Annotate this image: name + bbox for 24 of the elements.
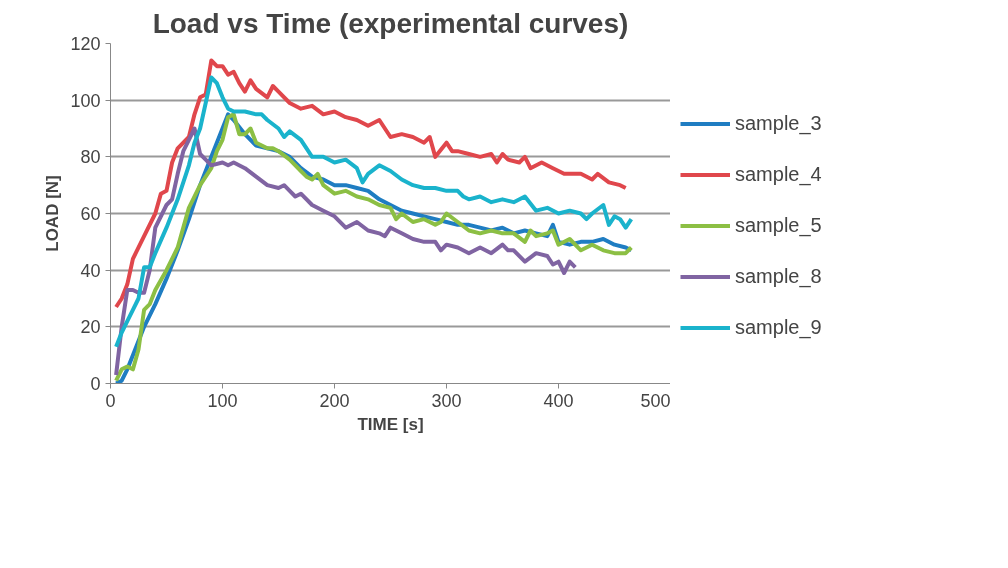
x-tick-label: 500 <box>640 390 671 411</box>
x-tick-label: 400 <box>543 390 574 411</box>
chart-title: Load vs Time (experimental curves) <box>152 7 629 39</box>
legend-label: sample_4 <box>735 162 822 186</box>
x-axis-title: TIME [s] <box>357 414 424 434</box>
x-tick-label: 0 <box>105 390 116 411</box>
legend-label: sample_9 <box>735 315 822 339</box>
y-tick-label: 40 <box>80 260 101 281</box>
x-tick-label: 100 <box>207 390 238 411</box>
line-series <box>114 126 578 377</box>
y-tick-label: 60 <box>80 204 101 224</box>
y-tick-label: 120 <box>70 34 101 54</box>
x-tick-label: 300 <box>431 390 462 411</box>
line-series <box>114 58 628 309</box>
y-tick-label: 20 <box>80 317 101 338</box>
y-tick-label: 100 <box>70 90 101 111</box>
x-tick-label: 200 <box>319 390 350 411</box>
legend-label: sample_3 <box>735 111 822 135</box>
legend-label: sample_5 <box>735 213 822 237</box>
legend-label: sample_8 <box>735 264 822 288</box>
line-series <box>114 75 634 349</box>
y-tick-label: 80 <box>80 147 101 168</box>
y-axis-title: LOAD [N] <box>43 175 63 252</box>
y-tick-label: 0 <box>90 374 101 394</box>
